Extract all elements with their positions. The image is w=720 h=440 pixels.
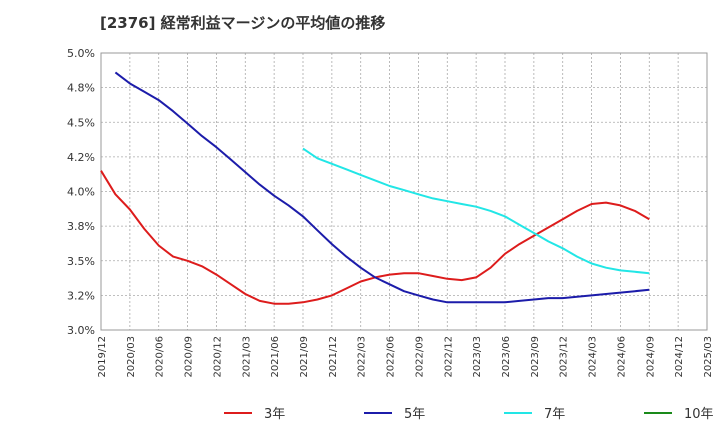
y-tick-label: 4.8%: [67, 82, 95, 95]
y-tick-label: 3.5%: [67, 255, 95, 268]
y-tick-label: 3.8%: [67, 220, 95, 233]
y-tick-label: 4.2%: [67, 151, 95, 164]
chart-title: [2376] 経常利益マージンの平均値の推移: [100, 14, 386, 32]
series-lines: [100, 71, 650, 305]
x-tick-label: 2022/06: [386, 336, 397, 378]
series-line-3年: [100, 170, 650, 305]
x-tick-label: 2021/09: [299, 336, 310, 378]
x-tick-label: 2020/03: [126, 336, 137, 378]
legend: 3年 5年 7年 10年: [224, 407, 714, 422]
y-tick-label: 4.5%: [67, 116, 95, 129]
x-tick-label: 2024/06: [616, 336, 627, 378]
y-tick-label: 4.0%: [67, 186, 95, 199]
x-tick-label: 2021/03: [241, 336, 252, 378]
x-tick-label: 2020/06: [155, 336, 166, 378]
series-line-5年: [114, 71, 650, 304]
x-tick-label: 2019/12: [97, 336, 108, 378]
x-tick-label: 2023/03: [472, 336, 483, 378]
series-line-7年: [302, 147, 650, 275]
x-tick-label: 2021/12: [328, 336, 339, 378]
x-tick-label: 2023/12: [559, 336, 570, 378]
y-tick-label: 3.0%: [67, 324, 95, 337]
legend-label: 10年: [684, 407, 714, 422]
axes: 3.0% 3.2% 3.5% 3.8% 4.0% 4.2% 4.5% 4.8% 5.0% 2019…: [67, 47, 714, 378]
grid: [100, 52, 708, 331]
x-tick-label: 2021/06: [270, 336, 281, 378]
x-tick-label: 2023/06: [501, 336, 512, 378]
plot-frame: [100, 52, 708, 331]
legend-label: 3年: [264, 407, 285, 422]
x-tick-label: 2025/03: [703, 336, 714, 378]
legend-label: 5年: [404, 407, 425, 422]
y-tick-label: 3.2%: [67, 289, 95, 302]
legend-label: 7年: [544, 407, 565, 422]
x-tick-label: 2024/09: [645, 336, 656, 378]
y-tick-label: 5.0%: [67, 47, 95, 60]
x-tick-label: 2023/09: [530, 336, 541, 378]
x-tick-label: 2022/12: [443, 336, 454, 378]
x-tick-label: 2020/12: [212, 336, 223, 378]
x-tick-label: 2022/09: [414, 336, 425, 378]
x-tick-label: 2024/03: [588, 336, 599, 378]
x-tick-label: 2022/03: [357, 336, 368, 378]
x-tick-label: 2020/09: [184, 336, 195, 378]
x-tick-label: 2024/12: [674, 336, 685, 378]
